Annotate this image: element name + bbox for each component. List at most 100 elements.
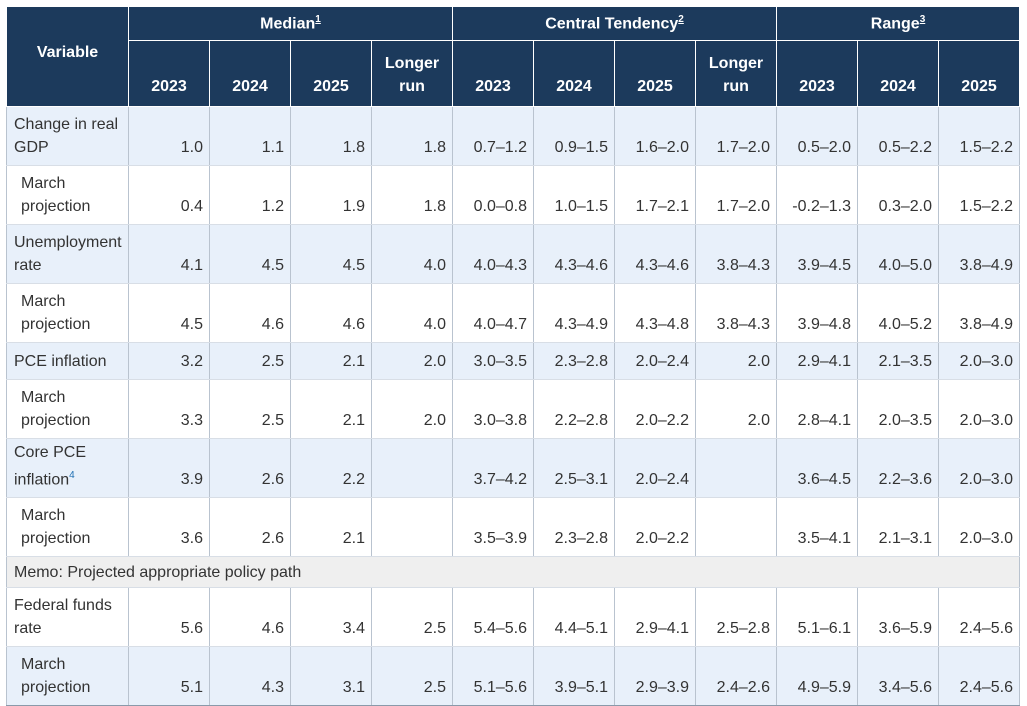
table-cell: 2.5 bbox=[209, 379, 291, 439]
header-median: Median1 bbox=[128, 6, 453, 41]
table-cell: 1.8 bbox=[371, 165, 453, 225]
table-cell: 5.1–5.6 bbox=[452, 646, 534, 706]
header-median-2024: 2024 bbox=[209, 40, 291, 107]
table-cell: 5.1 bbox=[128, 646, 210, 706]
table-cell: 3.8–4.9 bbox=[938, 283, 1021, 343]
table-cell: 4.3–4.8 bbox=[614, 283, 696, 343]
table-cell: 2.0–2.2 bbox=[614, 379, 696, 439]
table-cell: 3.4–5.6 bbox=[857, 646, 940, 706]
table-cell: 3.4 bbox=[290, 587, 372, 647]
table-cell: 3.8–4.3 bbox=[695, 283, 778, 343]
table-cell: 3.0–3.8 bbox=[452, 379, 534, 439]
table-row: March projection 3.6 2.6 2.1 3.5–3.9 2.3–2.8 2… bbox=[6, 497, 1021, 557]
table-cell: 2.0–3.0 bbox=[938, 438, 1021, 498]
table-cell: 1.7–2.1 bbox=[614, 165, 696, 225]
table-cell: 3.0–3.5 bbox=[452, 342, 534, 380]
table-cell: 1.6–2.0 bbox=[614, 106, 696, 166]
table-cell: 4.1 bbox=[128, 224, 210, 284]
table-cell: 5.1–6.1 bbox=[776, 587, 859, 647]
table-cell: 2.5–2.8 bbox=[695, 587, 778, 647]
table-cell: 4.0–5.2 bbox=[857, 283, 940, 343]
table-cell: 1.8 bbox=[290, 106, 372, 166]
table-cell: 3.6 bbox=[128, 497, 210, 557]
table-cell: 3.3 bbox=[128, 379, 210, 439]
table-cell: 0.3–2.0 bbox=[857, 165, 940, 225]
table-row: March projection 5.1 4.3 3.1 2.5 5.1–5.6 3.9–5… bbox=[6, 646, 1021, 706]
header-ct-2025: 2025 bbox=[614, 40, 696, 107]
table-cell: 2.0–2.2 bbox=[614, 497, 696, 557]
table-cell: 1.5–2.2 bbox=[938, 165, 1021, 225]
table-cell: 2.9–4.1 bbox=[776, 342, 859, 380]
table-cell: 2.9–3.9 bbox=[614, 646, 696, 706]
row-label-text: Unemployment rate bbox=[14, 234, 122, 274]
table-cell: 2.4–2.6 bbox=[695, 646, 778, 706]
table-row: Federal funds rate 5.6 4.6 3.4 2.5 5.4–5.6 4.4… bbox=[6, 587, 1021, 647]
table-cell: 2.3–2.8 bbox=[533, 342, 615, 380]
table-cell: 1.1 bbox=[209, 106, 291, 166]
table-cell: 2.9–4.1 bbox=[614, 587, 696, 647]
table-cell: 0.5–2.2 bbox=[857, 106, 940, 166]
row-label: March projection bbox=[6, 283, 129, 343]
table-cell: 2.1–3.5 bbox=[857, 342, 940, 380]
table-cell: 2.0–3.0 bbox=[938, 379, 1021, 439]
table-cell: 4.3 bbox=[209, 646, 291, 706]
table-cell: 4.0–5.0 bbox=[857, 224, 940, 284]
table-cell bbox=[371, 438, 453, 498]
table-row: March projection 4.5 4.6 4.6 4.0 4.0–4.7 4.3–4… bbox=[6, 283, 1021, 343]
header-median-2025: 2025 bbox=[290, 40, 372, 107]
table-cell: 5.6 bbox=[128, 587, 210, 647]
table-cell: 4.6 bbox=[209, 587, 291, 647]
table-cell: 0.4 bbox=[128, 165, 210, 225]
row-label: Federal funds rate bbox=[6, 587, 129, 647]
footnote-2-link[interactable]: 2 bbox=[678, 13, 684, 25]
table-cell: 1.0–1.5 bbox=[533, 165, 615, 225]
table-row: Core PCE inflation4 3.9 2.6 2.2 3.7–4.2 2.5–3… bbox=[6, 438, 1021, 498]
row-label-text: March projection bbox=[21, 175, 91, 215]
table-cell: 3.9–4.5 bbox=[776, 224, 859, 284]
header-range-2025: 2025 bbox=[938, 40, 1021, 107]
projections-table-body: Change in real GDP 1.0 1.1 1.8 1.8 0.7–1.2 0.9… bbox=[5, 106, 1021, 706]
footnote-1-link[interactable]: 1 bbox=[315, 13, 321, 25]
row-label-text: March projection bbox=[21, 293, 91, 333]
table-cell: 4.5 bbox=[290, 224, 372, 284]
table-cell: 2.0 bbox=[371, 379, 453, 439]
table-cell: 4.3–4.6 bbox=[614, 224, 696, 284]
row-label: PCE inflation bbox=[6, 342, 129, 380]
row-label-text: March projection bbox=[21, 389, 91, 429]
table-cell: 2.8–4.1 bbox=[776, 379, 859, 439]
table-cell: 1.9 bbox=[290, 165, 372, 225]
table-cell: 1.5–2.2 bbox=[938, 106, 1021, 166]
table-cell: 2.1 bbox=[290, 379, 372, 439]
table-cell: 3.9 bbox=[128, 438, 210, 498]
table-cell: 2.2–3.6 bbox=[857, 438, 940, 498]
table-cell: 2.0–3.0 bbox=[938, 497, 1021, 557]
header-ct-2024: 2024 bbox=[533, 40, 615, 107]
footnote-3-link[interactable]: 3 bbox=[919, 13, 926, 25]
table-row: PCE inflation 3.2 2.5 2.1 2.0 3.0–3.5 2.3–2.8 2… bbox=[6, 342, 1021, 380]
table-cell: 0.7–1.2 bbox=[452, 106, 534, 166]
row-label: Core PCE inflation4 bbox=[6, 438, 129, 498]
table-cell: 2.4–5.6 bbox=[938, 587, 1021, 647]
table-cell bbox=[695, 438, 778, 498]
table-row: Unemployment rate 4.1 4.5 4.5 4.0 4.0–4.3 4.3–… bbox=[6, 224, 1021, 284]
header-median-label: Median bbox=[260, 15, 316, 33]
table-cell: 4.3–4.9 bbox=[533, 283, 615, 343]
table-cell: 0.0–0.8 bbox=[452, 165, 534, 225]
table-cell: 4.9–5.9 bbox=[776, 646, 859, 706]
table-row: Change in real GDP 1.0 1.1 1.8 1.8 0.7–1.2 0.9… bbox=[6, 106, 1021, 166]
header-median-2023: 2023 bbox=[128, 40, 210, 107]
header-range-2024: 2024 bbox=[857, 40, 940, 107]
table-cell: 3.8–4.9 bbox=[938, 224, 1021, 284]
table-cell: 1.0 bbox=[128, 106, 210, 166]
table-cell: 2.6 bbox=[209, 438, 291, 498]
table-cell: 2.5 bbox=[209, 342, 291, 380]
table-row: March projection 0.4 1.2 1.9 1.8 0.0–0.8 1.0–1… bbox=[6, 165, 1021, 225]
header-central-tendency: Central Tendency2 bbox=[451, 6, 778, 41]
table-cell: 5.4–5.6 bbox=[452, 587, 534, 647]
header-ct-2023: 2023 bbox=[452, 40, 534, 107]
footnote-4-link[interactable]: 4 bbox=[69, 469, 75, 481]
table-cell: 2.6 bbox=[209, 497, 291, 557]
table-cell: 1.7–2.0 bbox=[695, 165, 778, 225]
header-central-tendency-label: Central Tendency bbox=[545, 15, 679, 33]
header-range: Range3 bbox=[776, 6, 1021, 41]
